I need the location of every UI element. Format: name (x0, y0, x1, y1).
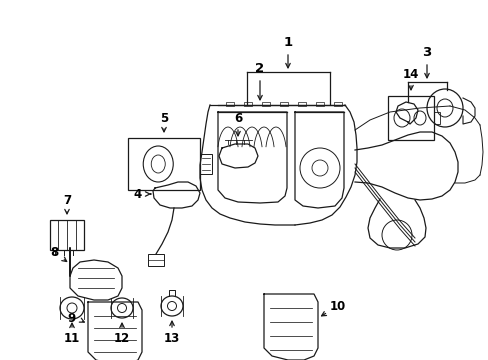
Text: 11: 11 (64, 332, 80, 345)
Bar (225, 102, 234, 106)
Bar (333, 102, 341, 106)
Bar (315, 102, 324, 106)
Text: 8: 8 (50, 246, 58, 258)
Bar (387, 96, 433, 140)
Text: 9: 9 (68, 311, 76, 324)
Text: 3: 3 (422, 45, 431, 58)
Text: 2: 2 (255, 62, 264, 75)
Text: 1: 1 (283, 36, 292, 49)
Bar (297, 102, 305, 106)
Text: 12: 12 (114, 332, 130, 345)
Text: 5: 5 (160, 112, 168, 125)
Bar (280, 102, 287, 106)
Text: 4: 4 (134, 188, 142, 201)
Bar (262, 102, 269, 106)
Text: 10: 10 (329, 300, 346, 312)
Bar (200, 154, 212, 174)
Text: 6: 6 (233, 112, 242, 125)
Bar (128, 138, 200, 190)
Bar (433, 112, 439, 124)
Text: 13: 13 (163, 332, 180, 345)
Bar (244, 102, 251, 106)
Bar (50, 220, 84, 250)
Text: 7: 7 (63, 194, 71, 207)
Bar (148, 254, 163, 266)
Text: 14: 14 (402, 68, 418, 81)
